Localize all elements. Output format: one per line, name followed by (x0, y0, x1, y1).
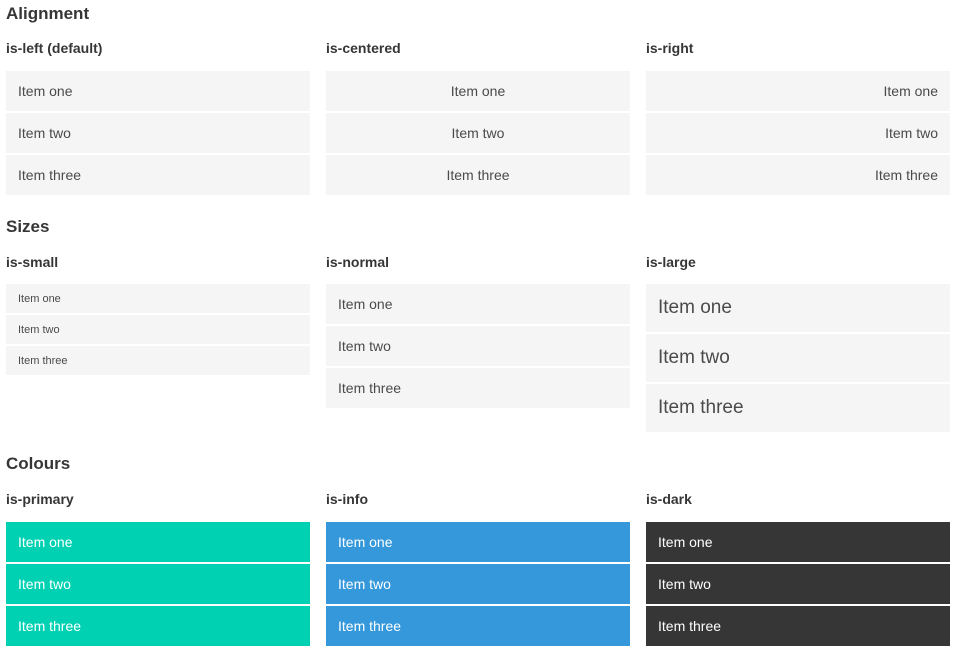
column-heading: is-large (646, 253, 696, 270)
demo-list-info: Item one Item two Item three (326, 521, 630, 646)
demo-list-left: Item one Item two Item three (6, 71, 310, 196)
list-item: Item one (326, 521, 630, 562)
column-heading: is-primary (6, 490, 74, 507)
demo-list-right: Item one Item two Item three (646, 71, 950, 196)
section-title: Colours (6, 454, 71, 474)
columns-row: is-primary Item one Item two Item three … (6, 491, 950, 646)
list-item: Item two (326, 563, 630, 604)
list-item: Item three (326, 605, 630, 646)
section-sizes: Sizes is-small Item one Item two Item th… (6, 217, 950, 433)
list-item: Item two (646, 113, 950, 154)
list-item: Item two (326, 113, 630, 154)
column-is-centered: is-centered Item one Item two Item three (326, 40, 630, 196)
list-item: Item three (326, 155, 630, 196)
list-item: Item one (646, 284, 950, 333)
list-item: Item two (326, 326, 630, 367)
column-is-dark: is-dark Item one Item two Item three (646, 491, 950, 646)
column-heading: is-left (default) (6, 40, 103, 57)
demo-list-dark: Item one Item two Item three (646, 521, 950, 646)
column-heading: is-info (326, 490, 368, 507)
column-is-normal: is-normal Item one Item two Item three (326, 254, 630, 409)
column-heading: is-centered (326, 40, 401, 57)
demo-list-small: Item one Item two Item three (6, 284, 310, 376)
list-item: Item one (6, 521, 310, 562)
section-title: Sizes (6, 217, 50, 237)
list-item: Item one (646, 521, 950, 562)
demo-list-normal: Item one Item two Item three (326, 284, 630, 409)
list-item: Item three (6, 605, 310, 646)
list-item: Item one (326, 284, 630, 325)
column-heading: is-right (646, 40, 694, 57)
columns-row: is-left (default) Item one Item two Item… (6, 40, 950, 196)
list-item: Item two (6, 113, 310, 154)
list-item: Item three (646, 155, 950, 196)
demo-list-centered: Item one Item two Item three (326, 71, 630, 196)
list-item: Item three (646, 384, 950, 433)
column-is-right: is-right Item one Item two Item three (646, 40, 950, 196)
column-heading: is-small (6, 253, 59, 270)
list-item: Item one (6, 71, 310, 112)
list-item: Item three (6, 346, 310, 376)
column-is-small: is-small Item one Item two Item three (6, 254, 310, 376)
column-heading: is-dark (646, 490, 692, 507)
demo-list-primary: Item one Item two Item three (6, 521, 310, 646)
list-item: Item two (6, 563, 310, 604)
columns-row: is-small Item one Item two Item three is… (6, 254, 950, 433)
list-item: Item three (6, 155, 310, 196)
demo-list-large: Item one Item two Item three (646, 284, 950, 433)
section-title: Alignment (6, 4, 90, 23)
section-alignment: Alignment is-left (default) Item one Ite… (6, 4, 950, 196)
list-item: Item three (646, 605, 950, 646)
list-item: Item one (326, 71, 630, 112)
column-heading: is-normal (326, 253, 390, 270)
column-is-primary: is-primary Item one Item two Item three (6, 491, 310, 646)
column-is-info: is-info Item one Item two Item three (326, 491, 630, 646)
list-item: Item three (326, 368, 630, 409)
list-item: Item two (646, 563, 950, 604)
list-item: Item one (646, 71, 950, 112)
column-is-large: is-large Item one Item two Item three (646, 254, 950, 433)
column-is-left: is-left (default) Item one Item two Item… (6, 40, 310, 196)
list-item: Item one (6, 284, 310, 314)
list-item: Item two (6, 315, 310, 345)
list-item: Item two (646, 334, 950, 383)
section-colours: Colours is-primary Item one Item two Ite… (6, 454, 950, 646)
